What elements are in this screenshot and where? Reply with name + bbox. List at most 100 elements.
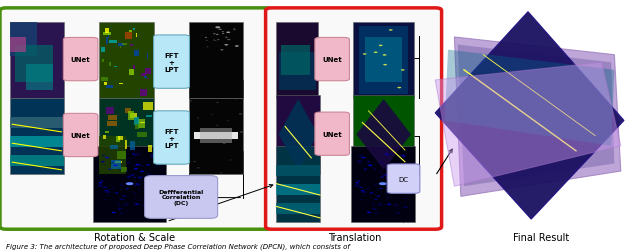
Circle shape xyxy=(147,165,150,166)
Circle shape xyxy=(220,50,223,51)
Circle shape xyxy=(100,162,104,163)
FancyBboxPatch shape xyxy=(143,102,153,111)
FancyBboxPatch shape xyxy=(189,23,243,98)
Polygon shape xyxy=(435,13,624,219)
Text: Deffferential
Correlation
(DC): Deffferential Correlation (DC) xyxy=(159,189,204,205)
FancyBboxPatch shape xyxy=(154,36,189,89)
Circle shape xyxy=(102,155,106,156)
FancyBboxPatch shape xyxy=(315,113,349,156)
FancyBboxPatch shape xyxy=(93,146,166,222)
Circle shape xyxy=(213,34,216,35)
Circle shape xyxy=(387,155,389,156)
Circle shape xyxy=(389,30,393,32)
Circle shape xyxy=(392,171,396,173)
FancyBboxPatch shape xyxy=(10,38,26,53)
Text: UNet: UNet xyxy=(71,133,90,138)
FancyBboxPatch shape xyxy=(107,121,116,126)
FancyBboxPatch shape xyxy=(10,136,64,147)
Circle shape xyxy=(376,196,380,197)
Circle shape xyxy=(396,212,400,214)
Text: Figure 3: The architecture of proposed Deep Phase Correlation Network (DPCN), wh: Figure 3: The architecture of proposed D… xyxy=(6,243,350,249)
Circle shape xyxy=(125,171,128,172)
FancyBboxPatch shape xyxy=(365,38,402,83)
Circle shape xyxy=(118,209,121,210)
Circle shape xyxy=(153,156,156,157)
Circle shape xyxy=(215,27,220,29)
Circle shape xyxy=(147,198,149,199)
Circle shape xyxy=(132,154,136,155)
Circle shape xyxy=(374,213,376,214)
Circle shape xyxy=(386,168,390,170)
Circle shape xyxy=(385,154,388,155)
FancyBboxPatch shape xyxy=(109,62,111,67)
FancyBboxPatch shape xyxy=(136,34,138,38)
Circle shape xyxy=(366,163,369,164)
FancyBboxPatch shape xyxy=(10,98,64,174)
FancyBboxPatch shape xyxy=(125,108,131,114)
Circle shape xyxy=(223,143,225,144)
FancyBboxPatch shape xyxy=(26,64,53,91)
Circle shape xyxy=(379,188,383,190)
Circle shape xyxy=(101,161,105,163)
Circle shape xyxy=(227,33,230,34)
Circle shape xyxy=(379,171,381,172)
Circle shape xyxy=(369,193,373,194)
Circle shape xyxy=(138,185,140,186)
FancyBboxPatch shape xyxy=(129,69,134,76)
Circle shape xyxy=(205,38,207,39)
Circle shape xyxy=(375,209,378,210)
FancyBboxPatch shape xyxy=(360,26,408,94)
FancyBboxPatch shape xyxy=(102,60,104,63)
Circle shape xyxy=(145,203,147,204)
FancyBboxPatch shape xyxy=(135,125,139,129)
FancyBboxPatch shape xyxy=(145,176,218,218)
Circle shape xyxy=(134,195,137,196)
Circle shape xyxy=(125,188,129,190)
Circle shape xyxy=(109,189,110,190)
Circle shape xyxy=(104,190,108,192)
FancyBboxPatch shape xyxy=(63,114,98,157)
Text: Rotation & Scale: Rotation & Scale xyxy=(94,232,175,242)
FancyBboxPatch shape xyxy=(103,33,111,36)
Circle shape xyxy=(225,38,228,39)
Polygon shape xyxy=(435,63,621,186)
FancyBboxPatch shape xyxy=(315,38,349,81)
Circle shape xyxy=(375,165,376,166)
FancyBboxPatch shape xyxy=(141,73,145,77)
Circle shape xyxy=(127,162,130,164)
Circle shape xyxy=(392,165,394,166)
Circle shape xyxy=(387,198,389,199)
FancyBboxPatch shape xyxy=(10,117,64,129)
Circle shape xyxy=(108,169,111,170)
Circle shape xyxy=(115,193,118,194)
Circle shape xyxy=(396,203,398,204)
FancyBboxPatch shape xyxy=(276,184,320,195)
FancyBboxPatch shape xyxy=(10,23,64,98)
Circle shape xyxy=(379,212,381,213)
Circle shape xyxy=(150,155,155,157)
FancyBboxPatch shape xyxy=(148,145,152,152)
Circle shape xyxy=(120,199,124,200)
Circle shape xyxy=(362,191,366,193)
Circle shape xyxy=(374,212,378,214)
Circle shape xyxy=(374,185,378,186)
FancyBboxPatch shape xyxy=(105,29,109,34)
Text: Translation: Translation xyxy=(328,232,382,242)
Circle shape xyxy=(386,193,388,194)
Circle shape xyxy=(134,204,140,205)
Circle shape xyxy=(148,179,152,180)
Polygon shape xyxy=(458,45,614,186)
Circle shape xyxy=(394,205,398,206)
Circle shape xyxy=(216,103,219,104)
FancyBboxPatch shape xyxy=(133,29,136,30)
Circle shape xyxy=(404,175,409,177)
FancyBboxPatch shape xyxy=(99,98,154,174)
FancyBboxPatch shape xyxy=(146,115,152,118)
Circle shape xyxy=(147,208,150,209)
Circle shape xyxy=(229,160,232,161)
FancyBboxPatch shape xyxy=(276,146,320,222)
Circle shape xyxy=(374,52,378,54)
Circle shape xyxy=(372,209,376,210)
Circle shape xyxy=(103,187,107,189)
Circle shape xyxy=(399,179,403,180)
